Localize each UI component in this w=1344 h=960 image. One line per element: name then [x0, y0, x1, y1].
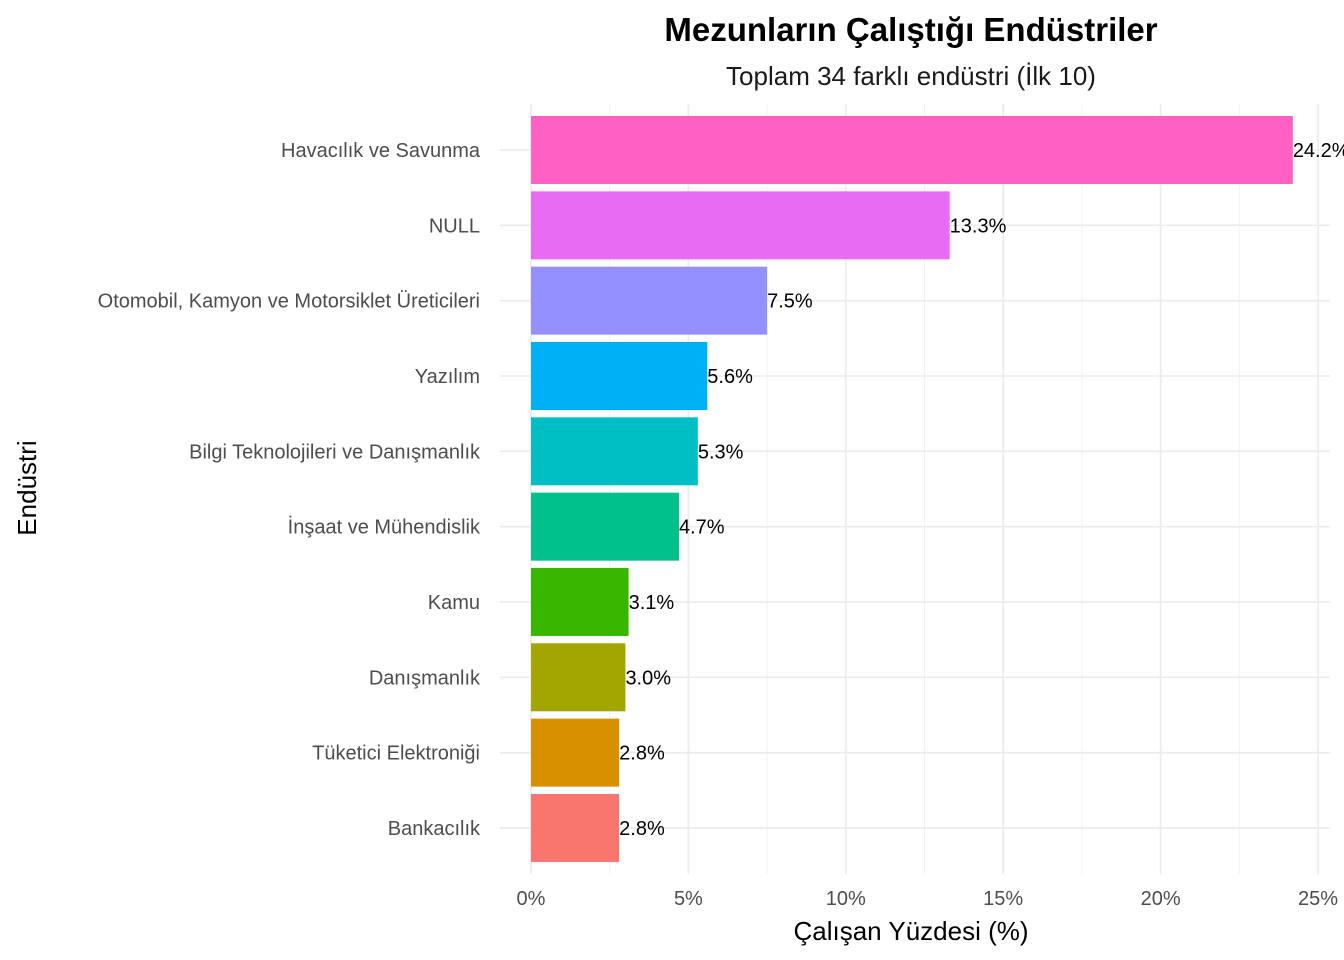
y-tick-label: NULL [429, 215, 480, 237]
y-tick-label: Bankacılık [388, 818, 481, 840]
bar-value-label: 5.3% [698, 441, 744, 463]
bar [531, 341, 708, 410]
bar [531, 417, 698, 486]
y-tick-label: Yazılım [415, 366, 480, 388]
x-tick-label: 20% [1141, 888, 1181, 910]
y-tick-label: Danışmanlık [369, 667, 481, 689]
bar-value-label: 24.2% [1293, 140, 1344, 162]
bar-value-label: 7.5% [767, 291, 813, 313]
x-tick-label: 10% [826, 888, 866, 910]
bar-value-label: 2.8% [619, 818, 665, 840]
x-tick-label: 0% [517, 888, 546, 910]
bar-value-label: 2.8% [619, 743, 665, 765]
bar [531, 643, 626, 712]
y-tick-label: Kamu [428, 592, 480, 614]
y-tick-label: Tüketici Elektroniği [312, 743, 480, 765]
x-tick-label: 15% [983, 888, 1023, 910]
chart-title: Mezunların Çalıştığı Endüstriler [664, 11, 1157, 48]
bar-value-label: 5.6% [707, 366, 753, 388]
bar-value-label: 13.3% [950, 215, 1007, 237]
bar [531, 793, 620, 862]
bar-value-label: 3.0% [625, 667, 671, 689]
x-tick-label: 25% [1298, 888, 1338, 910]
bar [531, 718, 620, 787]
bar [531, 492, 679, 561]
y-tick-label: Havacılık ve Savunma [281, 140, 481, 162]
chart-subtitle: Toplam 34 farklı endüstri (İlk 10) [726, 61, 1096, 91]
y-tick-label: Bilgi Teknolojileri ve Danışmanlık [189, 441, 481, 463]
bars-layer [531, 116, 1293, 862]
bar [531, 191, 950, 260]
bar [531, 116, 1293, 184]
labels-layer: 24.2% 13.3% 7.5% 5.6% 5.3% 4.7% 3.1% 3.0% 2.8% 2.… [619, 140, 1344, 840]
bar-value-label: 3.1% [629, 592, 675, 614]
x-tick-label: 5% [674, 888, 703, 910]
bar [531, 266, 768, 335]
y-axis-title: Endüstri [12, 440, 42, 535]
bar-value-label: 4.7% [679, 517, 725, 539]
y-tick-label: Otomobil, Kamyon ve Motorsiklet Üreticil… [98, 291, 480, 313]
y-tick-label: İnşaat ve Mühendislik [288, 516, 481, 539]
x-axis-title: Çalışan Yüzdesi (%) [793, 916, 1028, 946]
ticks-layer: Havacılık ve Savunma NULL Otomobil, Kamyon… [98, 140, 1339, 910]
bar [531, 567, 629, 636]
